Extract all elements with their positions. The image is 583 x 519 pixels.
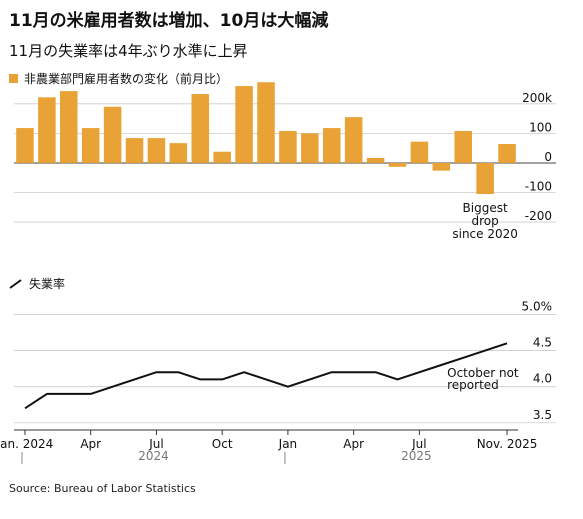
chart-title: 11月の米雇用者数は増加、10月は大幅減 — [9, 11, 329, 31]
x-tick-label: Jul — [411, 437, 426, 451]
bar — [235, 86, 253, 163]
bar — [16, 128, 34, 163]
line-ytick-label: 3.5 — [533, 408, 552, 422]
bar-ytick-label: -200 — [525, 209, 552, 223]
bar-annotation: drop — [472, 214, 499, 228]
bar — [125, 138, 144, 163]
bar — [279, 131, 297, 163]
bar — [60, 91, 78, 163]
line-legend: 失業率 — [9, 275, 65, 292]
line-ytick-label: 5.0% — [522, 299, 553, 313]
bar — [169, 143, 188, 163]
bar-ytick-label: 0 — [544, 150, 552, 164]
bar — [147, 138, 166, 163]
bar — [322, 128, 341, 163]
year-label: 2025 — [401, 449, 432, 463]
bar — [498, 144, 516, 163]
x-tick-label: Jan — [278, 437, 298, 451]
bar — [476, 162, 494, 194]
x-tick-label: Nov. 2025 — [477, 437, 538, 451]
bar — [213, 151, 231, 163]
bar — [366, 157, 385, 163]
x-tick-label: Jul — [148, 437, 163, 451]
bar — [432, 162, 451, 171]
source-note: Source: Bureau of Labor Statistics — [9, 482, 196, 495]
bar — [38, 97, 56, 163]
bar-ytick-label: 100 — [529, 120, 552, 134]
bar — [410, 141, 429, 163]
line-annotation: October not — [447, 366, 519, 380]
bar — [81, 128, 100, 163]
year-label: 2024 — [138, 449, 169, 463]
bar-annotation: since 2020 — [452, 227, 518, 241]
line-legend-icon — [9, 278, 22, 289]
bar-legend: 非農業部門雇用者数の変化（前月比） — [9, 70, 228, 87]
bar — [454, 131, 472, 163]
x-tick-label: Jan. 2024 — [0, 437, 53, 451]
line-ytick-label: 4.0 — [533, 372, 552, 386]
bar — [301, 133, 319, 163]
unemployment-line — [24, 342, 508, 410]
line-legend-label: 失業率 — [29, 277, 66, 291]
x-tick-label: Oct — [212, 437, 233, 451]
chart-subtitle: 11月の失業率は4年ぶり水準に上昇 — [9, 42, 248, 60]
bar-ytick-label: -100 — [525, 180, 552, 194]
line-ytick-label: 4.5 — [533, 336, 552, 350]
bar-legend-label: 非農業部門雇用者数の変化（前月比） — [24, 72, 229, 86]
bar — [257, 82, 275, 163]
bar-ytick-label: 200k — [522, 91, 552, 105]
bar — [388, 162, 407, 167]
bar — [344, 117, 363, 163]
x-tick-label: Apr — [80, 437, 101, 451]
bar-annotation: Biggest — [463, 201, 508, 215]
bar-legend-swatch — [9, 74, 18, 83]
line-annotation: reported — [447, 378, 499, 392]
x-tick-label: Apr — [343, 437, 364, 451]
bar — [103, 106, 122, 163]
bar — [191, 94, 210, 163]
